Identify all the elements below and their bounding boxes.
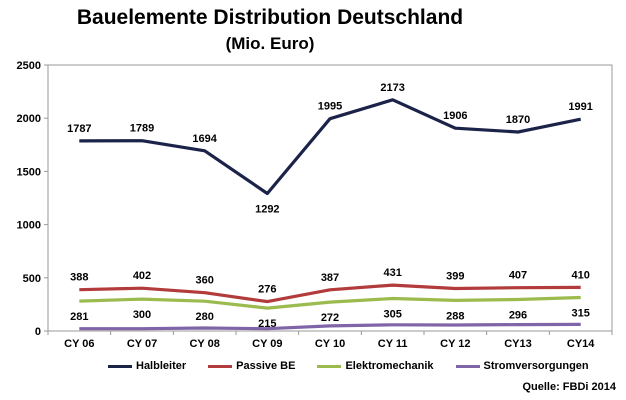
series-line-1 [79, 283, 581, 304]
legend-item-passive-be: Passive BE [208, 360, 295, 372]
y-tick-label: 2000 [17, 113, 41, 125]
legend-swatch-halbleiter [108, 364, 132, 368]
data-label: 1870 [506, 114, 530, 126]
y-tick-label: 1000 [17, 220, 41, 232]
x-tick-label: CY 11 [378, 338, 408, 350]
x-tick-label: CY 08 [189, 338, 219, 350]
data-label: 276 [258, 284, 276, 296]
legend-label-passive-be: Passive BE [236, 360, 296, 372]
y-tick-label: 500 [23, 273, 41, 285]
data-label: 272 [321, 312, 339, 324]
data-label: 1789 [130, 123, 154, 135]
data-label: 402 [133, 270, 151, 282]
x-tick-label: CY13 [504, 338, 532, 350]
y-tick-label: 2500 [17, 60, 41, 72]
legend-swatch-stromversorgungen [455, 364, 480, 368]
chart-title: Bauelemente Distribution Deutschland [76, 6, 464, 29]
legend-item-halbleiter: Halbleiter [108, 360, 186, 372]
y-tick-label: 1500 [17, 166, 41, 178]
legend: Halbleiter Passive BE Elektromechanik St… [108, 360, 589, 372]
data-label: 300 [133, 309, 151, 321]
data-label: 360 [195, 275, 213, 287]
data-label: 410 [571, 269, 589, 281]
x-tick-label: CY 12 [440, 338, 470, 350]
legend-swatch-elektromechanik [317, 364, 342, 368]
data-label: 1906 [443, 110, 467, 122]
data-label: 296 [509, 310, 527, 322]
legend-item-stromversorgungen: Stromversorgungen [455, 360, 589, 372]
legend-label-halbleiter: Halbleiter [136, 360, 187, 372]
series-line-2 [79, 295, 581, 310]
x-tick-label: CY 09 [252, 338, 282, 350]
x-tick-label: CY 10 [315, 338, 345, 350]
data-label: 1787 [67, 123, 91, 135]
legend-swatch-passive-be [208, 364, 233, 368]
series-line-0 [79, 98, 582, 196]
x-tick-label: CY 07 [127, 338, 157, 350]
legend-label-elektromechanik: Elektromechanik [345, 360, 434, 372]
data-label: 431 [383, 267, 401, 279]
data-label: 387 [321, 272, 339, 284]
source-note: Quelle: FBDi 2014 [522, 381, 616, 393]
chart-subtitle: (Mio. Euro) [225, 34, 315, 53]
x-tick-label: CY14 [567, 338, 595, 350]
data-label: 388 [70, 272, 88, 284]
data-label: 1694 [192, 133, 217, 145]
series-line-3 [79, 322, 581, 331]
data-label: 281 [70, 311, 88, 323]
data-label: 315 [571, 307, 589, 319]
data-label: 2173 [380, 82, 404, 94]
x-tick-label: CY 06 [64, 338, 94, 350]
y-tick-label: 0 [35, 326, 41, 338]
data-label: 305 [383, 309, 401, 321]
data-label: 1995 [318, 101, 342, 113]
legend-label-stromversorgungen: Stromversorgungen [483, 360, 589, 372]
data-label: 288 [446, 310, 464, 322]
plot-area [47, 64, 613, 332]
line-chart: 0 500 1000 1500 2000 2500 CY 06 CY 07 CY 08 CY 09… [17, 60, 613, 350]
data-label: 399 [446, 271, 464, 283]
data-label: 407 [509, 270, 527, 282]
data-label: 280 [195, 311, 213, 323]
legend-item-elektromechanik: Elektromechanik [317, 360, 434, 372]
data-label: 1991 [568, 101, 592, 113]
data-label: 1292 [255, 204, 279, 216]
